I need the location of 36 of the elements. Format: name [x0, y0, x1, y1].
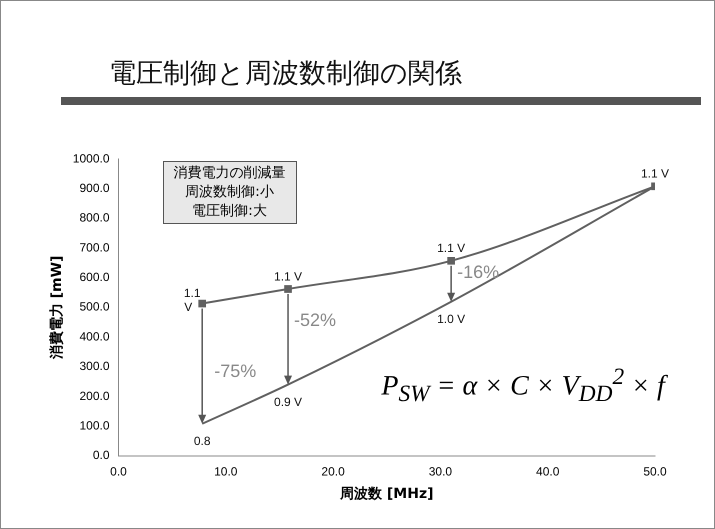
x-axis-title: 周波数 [MHz] — [339, 486, 434, 502]
point — [198, 300, 206, 308]
y-tick-label: 500.0 — [79, 300, 110, 314]
y-tick-label: 300.0 — [79, 359, 110, 374]
annotation: -16% — [457, 262, 500, 282]
y-tick-label: 0.0 — [92, 448, 110, 462]
x-tick-label: 0.0 — [110, 464, 128, 478]
y-tick-label: 100.0 — [79, 418, 110, 432]
y-tick-label: 400.0 — [79, 329, 110, 344]
annotation: 1.0 V — [437, 312, 466, 326]
annotation: 0.9 V — [274, 394, 302, 409]
annotation: 1.1 V — [184, 286, 201, 314]
x-tick-label: 40.0 — [536, 464, 560, 478]
y-tick-label: 600.0 — [79, 270, 110, 284]
y-axis-title: 消費電力 [mW] — [49, 256, 66, 360]
annotation: 消費電力の削減量 — [174, 164, 286, 183]
point — [447, 256, 455, 265]
y-tick-label: 900.0 — [79, 180, 110, 195]
chart-title: 電圧制御と周波数制御の関係 — [109, 57, 462, 91]
y-tick-label: 1000.0 — [72, 151, 110, 166]
point — [284, 285, 292, 293]
annotation: 0.8 — [194, 434, 211, 448]
annotation: 1.1 V — [640, 166, 670, 181]
y-tick-label: 700.0 — [79, 240, 110, 254]
y-tick-label: 200.0 — [79, 388, 110, 403]
annotation: 1.1 V — [437, 241, 466, 256]
x-tick-label: 50.0 — [643, 464, 667, 478]
x-tick-label: 10.0 — [214, 464, 238, 478]
annotation: -75% — [214, 360, 256, 381]
x-tick-label: 30.0 — [428, 464, 452, 478]
annotation: 周波数制御:小 — [184, 182, 275, 202]
annotation: -52% — [294, 310, 336, 330]
annotation: 電圧制御:大 — [191, 202, 268, 221]
annotation: 1.1 V — [274, 269, 302, 284]
x-tick-label: 20.0 — [321, 464, 346, 478]
y-tick-label: 800.0 — [79, 210, 110, 225]
